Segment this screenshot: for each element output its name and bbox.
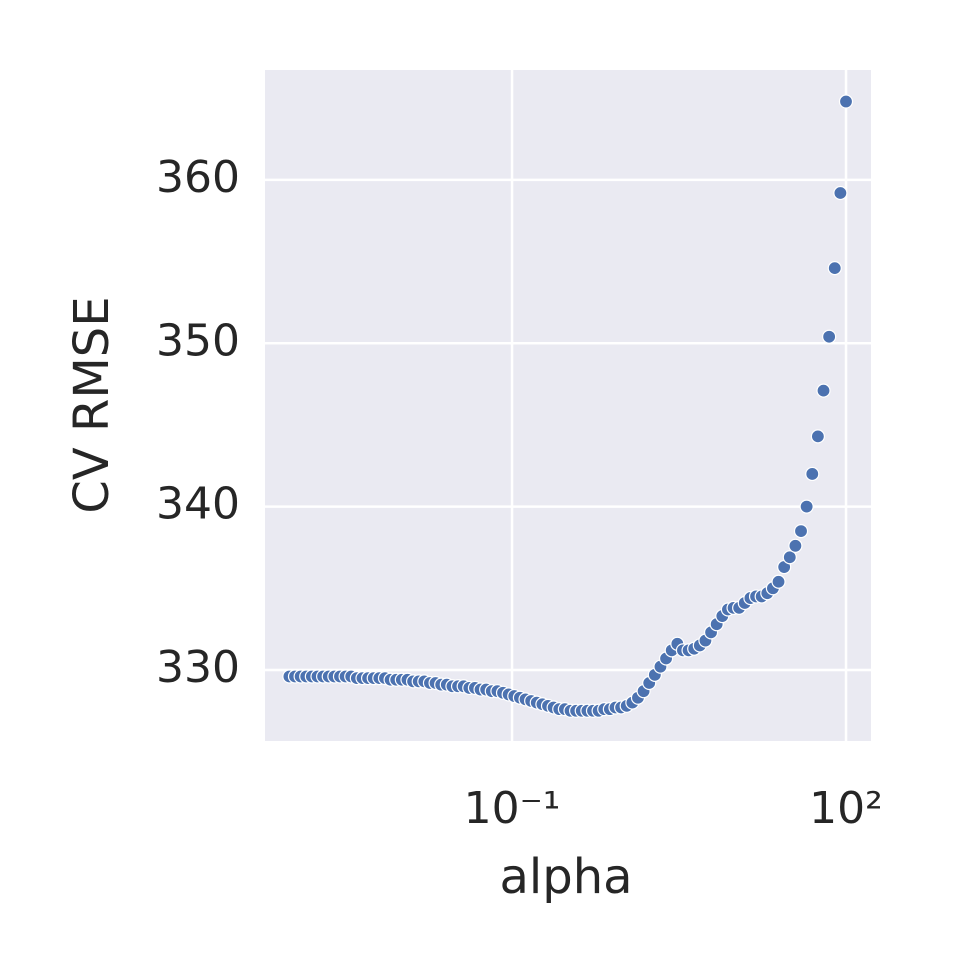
y-axis-label: CV RMSE (64, 296, 120, 513)
y-tick-label: 330 (156, 642, 240, 693)
point (810, 429, 825, 444)
point (833, 185, 848, 201)
point (827, 261, 842, 276)
point (799, 499, 814, 514)
point (793, 524, 809, 539)
point (782, 550, 797, 565)
y-tick-label: 340 (156, 479, 240, 530)
x-tick-label: 10⁻¹ (464, 783, 561, 834)
x-tick-label: 10² (809, 783, 883, 834)
point (816, 383, 831, 398)
point (805, 466, 820, 482)
point (771, 574, 786, 589)
point (788, 538, 803, 553)
point (822, 329, 837, 344)
plot-area (265, 70, 871, 741)
y-tick-label: 350 (156, 315, 240, 366)
x-axis-label: alpha (499, 849, 632, 905)
y-tick-label: 360 (156, 152, 240, 203)
point (838, 94, 854, 109)
